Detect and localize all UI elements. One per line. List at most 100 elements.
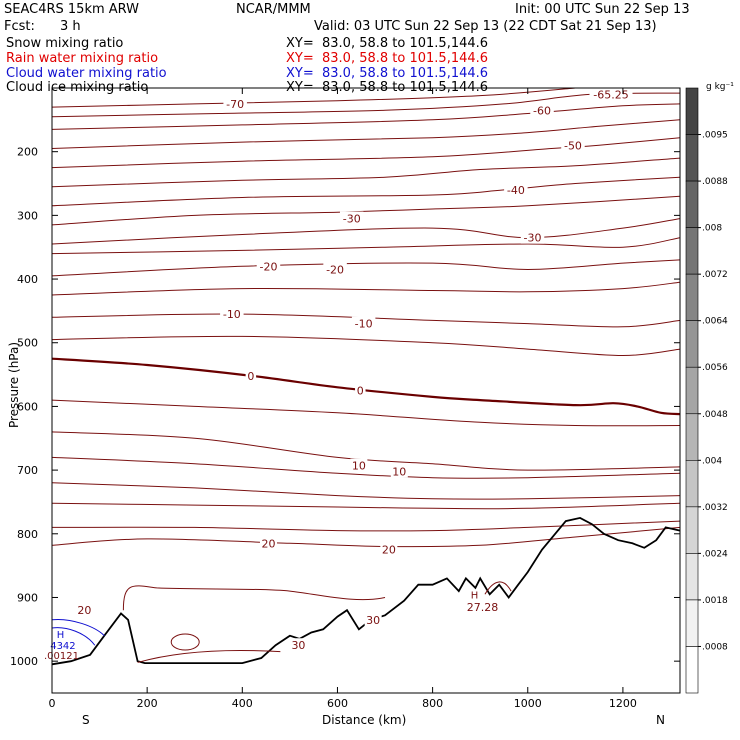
contour-label-bg	[289, 638, 307, 652]
colorbar-swatch	[685, 460, 699, 508]
contour-label: -20	[259, 260, 277, 273]
contour-label: -70	[226, 98, 244, 111]
temperature-contour	[51, 237, 681, 255]
local-contour	[170, 633, 200, 651]
forecast-value: 3 h	[60, 19, 81, 34]
temperature-contour	[51, 195, 681, 226]
contour-label-bg	[589, 87, 633, 101]
x-tick-label: 0	[49, 697, 56, 710]
colorbar-label: .004	[702, 456, 722, 466]
y-tick-label: 900	[17, 591, 38, 604]
forecast-label: Fcst:	[4, 19, 35, 34]
colorbar-label: .008	[702, 224, 722, 234]
temperature-contour	[51, 176, 681, 207]
contour-label-bg	[245, 368, 257, 382]
contour-label: -10	[355, 318, 373, 331]
x-tick-label: 200	[137, 697, 158, 710]
contour-label: 10	[392, 465, 406, 478]
temperature-contours	[51, 87, 681, 548]
colorbar-swatch	[685, 553, 699, 601]
local-contour	[484, 581, 512, 595]
colorbar-label: .0064	[702, 317, 728, 327]
contour-label: 20	[77, 604, 91, 617]
colorbar-label: .0024	[702, 549, 728, 559]
contour-label: 10	[352, 460, 366, 473]
south-label: S	[82, 713, 90, 727]
contour-label-bg	[390, 464, 408, 478]
extremum-label: H	[471, 590, 479, 601]
contour-label-bg	[339, 211, 364, 225]
colorbar-label: .0018	[702, 596, 728, 606]
north-label: N	[656, 713, 665, 727]
contour-label: -65.25	[593, 88, 628, 101]
contour-label-bg	[351, 316, 376, 330]
colorbar-label: .0095	[702, 131, 728, 141]
temperature-contour	[51, 103, 681, 130]
contour-label-bg	[75, 603, 93, 617]
contour-label-bg	[355, 383, 366, 397]
colorbar-swatch	[685, 273, 699, 321]
contour-label-bg	[350, 458, 368, 472]
terrain-line	[51, 516, 681, 666]
y-tick-label: 200	[17, 146, 38, 159]
temperature-contour	[51, 157, 681, 188]
contour-label-bg	[323, 262, 347, 276]
local-contour	[122, 585, 386, 611]
contour-label-bg	[256, 259, 281, 273]
contour-label-bg	[364, 612, 382, 626]
field-name-cloud-water: Cloud water mixing ratio	[6, 66, 167, 81]
contour-label: 27.28	[467, 601, 499, 614]
contour-label: -50	[564, 139, 582, 152]
colorbar: .0095 .0088 .008 .0072 .0064 .0056 .0048 .004 .0…	[685, 87, 728, 694]
contour-label-bg	[561, 138, 585, 152]
valid-time: Valid: 03 UTC Sun 22 Sep 13 (22 CDT Sat …	[314, 19, 657, 34]
contour-label-bg	[259, 536, 277, 550]
y-tick-label: 700	[17, 464, 38, 477]
temperature-contour	[51, 357, 681, 416]
y-tick-label: 1000	[10, 655, 38, 668]
contour-label: 30	[291, 639, 305, 652]
temperature-contour	[51, 502, 681, 510]
colorbar-swatch	[685, 506, 699, 554]
contour-label-bg	[520, 230, 545, 244]
contour-label: -30	[343, 213, 361, 226]
local-contours	[51, 581, 512, 663]
temperature-contour	[51, 87, 576, 108]
local-contour	[137, 649, 281, 663]
temperature-contour	[51, 313, 681, 328]
contour-label: -40	[507, 184, 525, 197]
field-xy-cloud-water: XY= 83.0, 58.8 to 101.5,144.6	[286, 66, 489, 81]
contour-label: -20	[326, 264, 344, 277]
colorbar-label: .0032	[702, 503, 728, 513]
colorbar-swatch	[685, 646, 699, 694]
contour-labels: -70 -65.25 -60 -50 -40 -30 -30 -20 -20 -10 -10 0 0 10…	[44, 87, 633, 662]
cloud-water-contour	[51, 627, 96, 646]
contour-label: 20	[382, 544, 396, 557]
colorbar-label: .0088	[702, 177, 728, 187]
x-axis-label: Distance (km)	[322, 713, 407, 727]
x-tick-label: 800	[422, 697, 443, 710]
colorbar-swatch	[685, 227, 699, 275]
temperature-contour	[51, 482, 681, 500]
colorbar-label: .0056	[702, 363, 728, 373]
extremum-label: 4342	[50, 641, 75, 652]
temperature-contour	[51, 431, 681, 471]
x-tick-label: 600	[327, 697, 348, 710]
extremum-label: H	[57, 630, 65, 641]
contour-label-bg	[464, 600, 501, 614]
colorbar-swatch	[685, 413, 699, 461]
terrain	[51, 516, 681, 666]
x-tick-label: 400	[232, 697, 253, 710]
contour-label: -60	[533, 104, 551, 117]
cloud-water-contour	[51, 619, 105, 637]
extremum-label: .00121	[44, 651, 79, 662]
temperature-contour	[51, 137, 681, 169]
contour-label: 30	[366, 614, 380, 627]
colorbar-swatch	[685, 366, 699, 415]
colorbar-unit: g kg⁻¹	[706, 82, 734, 92]
init-time: Init: 00 UTC Sun 22 Sep 13	[515, 2, 690, 17]
temperature-contour	[51, 335, 681, 357]
y-tick-label: 400	[17, 273, 38, 286]
y-tick-label: 300	[17, 209, 38, 222]
